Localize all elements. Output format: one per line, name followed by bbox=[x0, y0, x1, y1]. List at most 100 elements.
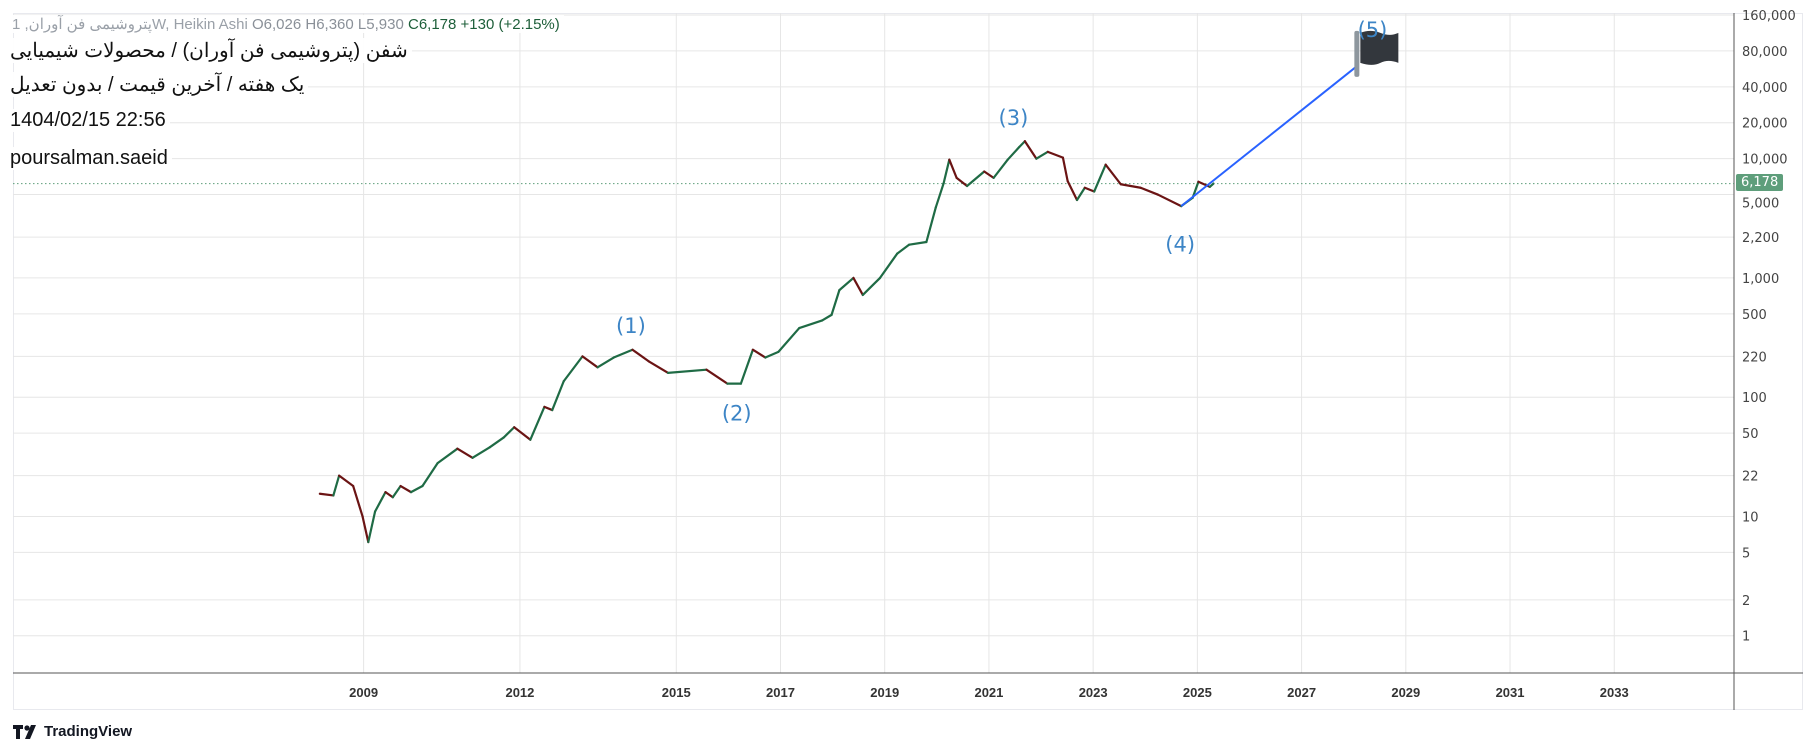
candle-segment-down bbox=[647, 360, 670, 374]
candle-segment-up bbox=[373, 491, 387, 513]
y-tick-label: 80,000 bbox=[1742, 45, 1788, 60]
y-tick-label: 20,000 bbox=[1742, 117, 1788, 132]
candle-segment-down bbox=[631, 348, 650, 363]
candle-segment-down bbox=[1046, 150, 1065, 159]
candle-segment-up bbox=[421, 462, 439, 488]
tradingview-logo[interactable]: TradingView bbox=[13, 723, 132, 740]
candle-segment-up bbox=[798, 319, 824, 330]
chart-title: شفن (پتروشیمی فن آوران) / محصولات شیمیای… bbox=[10, 38, 412, 63]
candle-segment-up bbox=[739, 348, 754, 385]
legend-low: L5,930 bbox=[357, 16, 404, 33]
y-tick-label: 1,000 bbox=[1742, 272, 1779, 287]
candle-segment-down bbox=[1156, 193, 1183, 208]
candle-segment-down bbox=[983, 170, 995, 179]
candle-segment-down bbox=[1066, 179, 1079, 202]
y-tick-label: 5,000 bbox=[1742, 197, 1779, 212]
y-tick-label: 5 bbox=[1742, 546, 1750, 561]
ohlc-legend: پتروشیمی فن آوران, 1W, Heikin Ashi O6,02… bbox=[12, 15, 564, 33]
chart-datetime: 1404/02/15 22:56 bbox=[10, 109, 170, 132]
x-tick-label: 2023 bbox=[1079, 685, 1108, 700]
candle-segment-down bbox=[1139, 186, 1159, 196]
candle-segment-up bbox=[777, 326, 801, 353]
projection-line bbox=[1180, 65, 1358, 207]
y-tick-label: 500 bbox=[1742, 308, 1767, 323]
candle-segment-up bbox=[562, 355, 584, 383]
x-tick-label: 2029 bbox=[1391, 685, 1420, 700]
candle-segment-up bbox=[821, 313, 833, 322]
candle-segment-down bbox=[318, 492, 335, 497]
chart-subtitle: یک هفته / آخرین قیمت / بدون تعدیل bbox=[10, 72, 309, 97]
candle-segment-up bbox=[502, 426, 516, 439]
candle-segment-up bbox=[934, 182, 945, 209]
candle-segment-up bbox=[666, 368, 708, 374]
candle-segment-up bbox=[367, 510, 377, 544]
candle-segment-up bbox=[965, 170, 986, 188]
y-tick-label: 40,000 bbox=[1742, 81, 1788, 96]
candle-segment-down bbox=[352, 484, 364, 518]
legend-high: H6,360 bbox=[305, 16, 354, 33]
flag-pole-icon bbox=[1354, 30, 1360, 77]
x-tick-label: 2025 bbox=[1183, 685, 1212, 700]
x-tick-label: 2009 bbox=[349, 685, 378, 700]
candle-segment-up bbox=[1208, 182, 1215, 188]
y-tick-label: 50 bbox=[1742, 427, 1759, 442]
candle-segment-up bbox=[1018, 140, 1026, 149]
legend-close: C6,178 bbox=[407, 16, 457, 33]
candle-segment-up bbox=[596, 356, 615, 369]
candle-segment-down bbox=[705, 368, 729, 385]
candle-segment-down bbox=[384, 491, 394, 499]
candle-segment-down bbox=[581, 355, 599, 369]
y-tick-label: 100 bbox=[1742, 391, 1767, 406]
legend-change: +130 (+2.15%) bbox=[460, 16, 560, 33]
candle-segment-up bbox=[612, 348, 634, 359]
wave-label: (5) bbox=[1358, 18, 1388, 42]
legend-interval: W, Heikin Ashi bbox=[151, 16, 248, 33]
chart-author: poursalman.saeid bbox=[10, 147, 172, 170]
wave-label: (1) bbox=[616, 314, 646, 338]
y-tick-label: 160,000 bbox=[1742, 9, 1796, 24]
candle-segment-down bbox=[456, 447, 474, 459]
x-tick-label: 2031 bbox=[1496, 685, 1525, 700]
x-tick-label: 2033 bbox=[1600, 685, 1629, 700]
candle-segment-up bbox=[908, 240, 928, 246]
y-tick-label: 10,000 bbox=[1742, 153, 1788, 168]
candle-segment-up bbox=[409, 484, 424, 494]
candle-segment-down bbox=[513, 426, 532, 441]
x-tick-label: 2019 bbox=[870, 685, 899, 700]
candle-segment-up bbox=[861, 276, 882, 297]
candle-segment-up bbox=[332, 474, 341, 497]
legend-open: O6,026 bbox=[251, 16, 302, 33]
x-tick-label: 2015 bbox=[662, 685, 691, 700]
y-tick-label: 22 bbox=[1742, 470, 1759, 485]
candle-segment-down bbox=[1119, 183, 1142, 189]
tradingview-logo-icon bbox=[13, 724, 36, 739]
y-tick-label: 10 bbox=[1742, 510, 1759, 525]
candle-segment-up bbox=[830, 289, 841, 316]
candle-segment-down bbox=[1104, 163, 1122, 186]
candle-segment-down bbox=[955, 176, 969, 188]
wave-label: (3) bbox=[999, 106, 1029, 130]
logo-text: TradingView bbox=[44, 723, 133, 740]
candle-segment-down bbox=[852, 276, 864, 297]
candle-segment-up bbox=[1006, 145, 1021, 161]
y-tick-label: 220 bbox=[1742, 350, 1767, 365]
candle-segment-down bbox=[338, 474, 355, 488]
wave-label: (2) bbox=[722, 401, 752, 425]
x-tick-label: 2027 bbox=[1287, 685, 1316, 700]
y-tick-label: 1 bbox=[1742, 630, 1750, 645]
flag-icon bbox=[1360, 30, 1399, 65]
candle-segment-up bbox=[764, 350, 780, 359]
candle-segment-down bbox=[1083, 186, 1096, 193]
candle-segment-up bbox=[529, 405, 546, 441]
candle-segment-up bbox=[488, 436, 505, 449]
candle-segment-down bbox=[751, 348, 767, 359]
legend-symbol: پتروشیمی فن آوران, 1 bbox=[12, 16, 152, 33]
x-tick-label: 2017 bbox=[766, 685, 795, 700]
candle-segment-down bbox=[399, 484, 413, 494]
candle-segment-up bbox=[878, 252, 899, 280]
candle-segment-down bbox=[1061, 156, 1069, 183]
y-tick-label: 2,200 bbox=[1742, 231, 1779, 246]
candle-segment-down bbox=[948, 158, 958, 179]
candle-segment-up bbox=[436, 447, 459, 465]
